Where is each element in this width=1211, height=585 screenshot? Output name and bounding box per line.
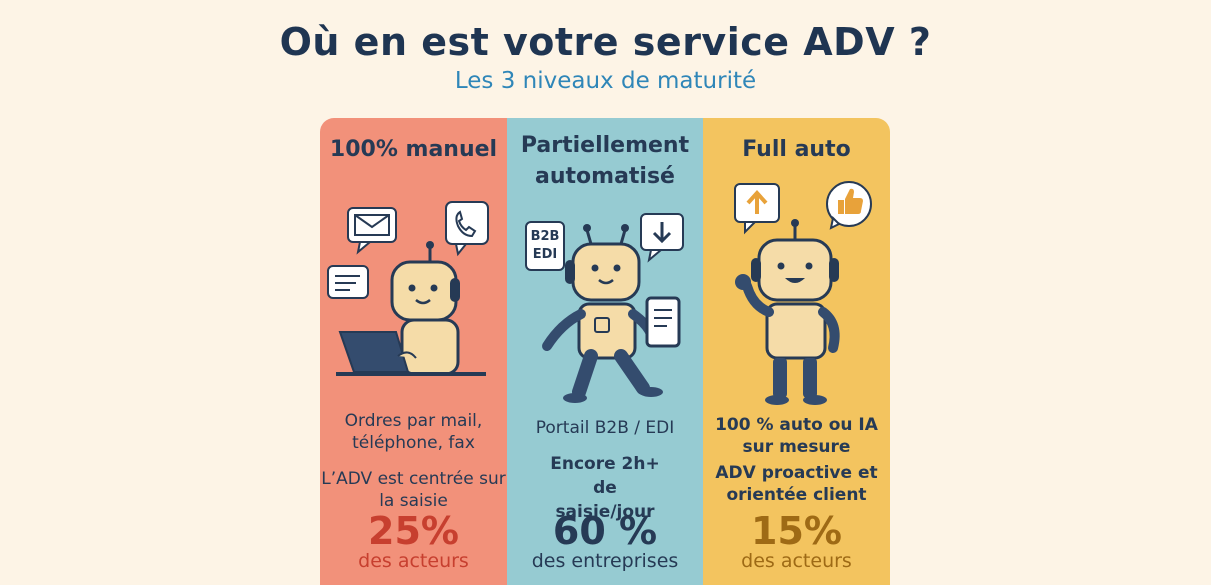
column-full-auto-title: Full auto (742, 137, 851, 162)
column-partial-line1: Portail B2B / EDI (535, 418, 675, 438)
column-manual-title: 100% manuel (329, 137, 498, 162)
phone-icon (445, 201, 489, 257)
robot-icon (390, 241, 460, 376)
column-manual-percent: 25% (368, 509, 459, 553)
column-manual-line1: Ordres par mail, téléphone, fax (344, 411, 483, 453)
maturity-board: 100% manuel (320, 118, 890, 585)
column-partial-title: Partiellement automatisé (520, 133, 690, 189)
page-subtitle: Les 3 niveaux de maturité (454, 68, 757, 94)
robot-icon (542, 224, 663, 403)
column-manual: 100% manuel (320, 118, 507, 585)
b2b-edi-badge: B2B EDI (525, 221, 565, 271)
column-partial-percent-label: des entreprises (531, 550, 679, 572)
column-full-auto-line1: 100 % auto ou IA sur mesure (715, 415, 878, 457)
full-auto-illustration (734, 181, 872, 405)
column-manual-line2: L’ADV est centrée sur la saisie (321, 469, 506, 511)
column-partial-percent: 60 % (552, 509, 658, 553)
column-full-auto-line2: ADV proactive et orientée client (715, 463, 878, 505)
chat-icon (327, 265, 369, 299)
manual-illustration (327, 201, 489, 376)
arrow-up-icon (734, 183, 780, 235)
laptop-icon (336, 331, 486, 376)
partial-illustration (542, 213, 684, 403)
column-manual-percent-label: des acteurs (358, 550, 469, 572)
tablet-icon (645, 296, 681, 348)
column-full-auto: Full auto (703, 118, 890, 585)
column-partial: Partiellement automatisé B2B EDI (507, 118, 703, 585)
column-full-auto-percent: 15% (751, 509, 842, 553)
thumbs-up-icon (826, 181, 872, 230)
page-title: Où en est votre service ADV ? (279, 20, 932, 64)
arrow-down-icon (640, 213, 684, 263)
robot-icon (735, 219, 840, 405)
envelope-icon (347, 207, 397, 255)
column-partial-line2: Encore 2h+ de saisie/jour (550, 454, 660, 522)
column-full-auto-percent-label: des acteurs (741, 550, 852, 572)
